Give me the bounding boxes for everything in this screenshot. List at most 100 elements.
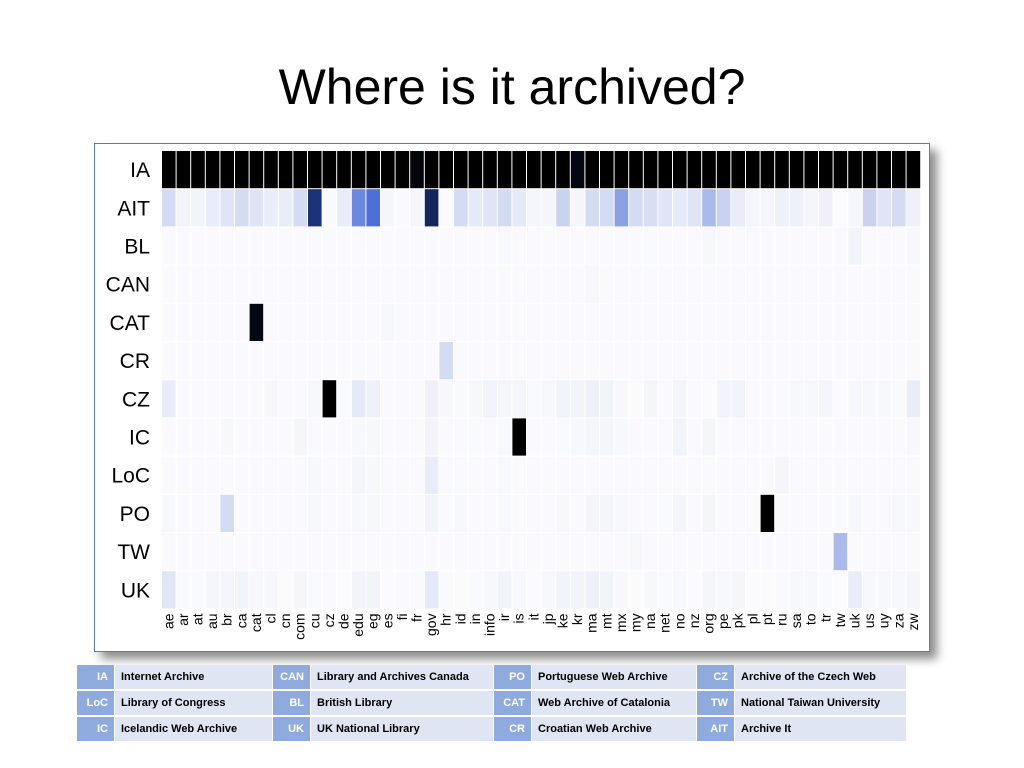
row-label: UK <box>121 579 150 602</box>
column-label: pt <box>759 613 775 625</box>
column-label: ae <box>160 613 176 629</box>
heatmap-cell <box>395 189 410 227</box>
heatmap-cell <box>439 418 453 456</box>
column-label: mt <box>598 613 614 629</box>
heatmap-cell <box>351 494 366 532</box>
heatmap-cell <box>570 189 585 227</box>
heatmap-cell <box>527 303 541 341</box>
heatmap-cell <box>278 151 293 189</box>
heatmap-cell <box>527 151 541 189</box>
heatmap-cell <box>614 342 629 380</box>
heatmap-cell <box>775 418 789 456</box>
heatmap-cell <box>760 533 775 571</box>
heatmap-cell <box>906 571 921 609</box>
heatmap-cell <box>527 189 541 227</box>
heatmap-cell <box>658 456 672 494</box>
heatmap-cell <box>395 533 410 571</box>
heatmap-cell <box>366 533 380 571</box>
heatmap-cell <box>162 265 176 303</box>
heatmap-cell <box>804 265 818 303</box>
heatmap-cell <box>454 456 468 494</box>
heatmap-cell <box>381 418 395 456</box>
heatmap-cell <box>716 571 731 609</box>
heatmap-cell <box>205 303 220 341</box>
heatmap-cell <box>848 342 862 380</box>
heatmap-cell <box>570 303 585 341</box>
heatmap-cell <box>658 265 672 303</box>
column-label: id <box>452 613 468 624</box>
heatmap-cell <box>512 265 526 303</box>
heatmap-cell <box>424 265 439 303</box>
heatmap-cell <box>614 189 629 227</box>
heatmap-cell <box>205 227 220 265</box>
heatmap-cell <box>512 494 526 532</box>
heatmap-cell <box>410 189 424 227</box>
heatmap-cell <box>614 265 629 303</box>
heatmap-cell <box>220 494 234 532</box>
heatmap-cell <box>454 265 468 303</box>
heatmap-cell <box>819 151 833 189</box>
heatmap-cell <box>848 303 862 341</box>
heatmap-cell <box>556 265 570 303</box>
heatmap-cell <box>556 533 570 571</box>
heatmap-cell <box>454 533 468 571</box>
heatmap-cell <box>862 380 877 418</box>
heatmap-cell <box>468 494 483 532</box>
heatmap-cell <box>381 456 395 494</box>
heatmap-cell <box>833 151 848 189</box>
heatmap-cell <box>468 342 483 380</box>
heatmap-cell <box>629 380 643 418</box>
heatmap-cell <box>322 533 337 571</box>
heatmap-cell <box>308 456 322 494</box>
heatmap-cell <box>673 418 687 456</box>
heatmap-cell <box>220 380 234 418</box>
heatmap-cell <box>775 342 789 380</box>
legend-code: CAT <box>494 691 532 717</box>
heatmap-cell <box>848 227 862 265</box>
heatmap-cell <box>614 494 629 532</box>
column-label: de <box>336 613 352 629</box>
heatmap-cell <box>337 265 351 303</box>
heatmap-cell <box>862 151 877 189</box>
heatmap-cell <box>381 342 395 380</box>
heatmap-cell <box>512 227 526 265</box>
heatmap-cell <box>366 380 380 418</box>
heatmap-cell <box>176 380 191 418</box>
heatmap-cell <box>483 533 497 571</box>
heatmap-cell <box>278 494 293 532</box>
heatmap-cell <box>789 189 804 227</box>
heatmap-cell <box>395 265 410 303</box>
heatmap-cell <box>483 303 497 341</box>
heatmap-cell <box>702 494 716 532</box>
heatmap-cell <box>892 533 906 571</box>
heatmap-cell <box>468 151 483 189</box>
heatmap-cell <box>746 227 760 265</box>
heatmap-cell <box>191 342 205 380</box>
heatmap-cell <box>410 533 424 571</box>
heatmap-cell <box>716 456 731 494</box>
heatmap-cell <box>702 189 716 227</box>
heatmap-cell <box>351 151 366 189</box>
heatmap-cell <box>731 380 745 418</box>
legend-code: LoC <box>77 691 115 717</box>
heatmap-cell <box>162 533 176 571</box>
heatmap-cell <box>497 380 512 418</box>
heatmap-cell <box>278 380 293 418</box>
heatmap-cell <box>395 342 410 380</box>
heatmap-cell <box>862 303 877 341</box>
heatmap-cell <box>337 227 351 265</box>
heatmap-cell <box>687 533 702 571</box>
heatmap-cell <box>716 303 731 341</box>
heatmap-cell <box>512 189 526 227</box>
heatmap-cell <box>600 189 614 227</box>
heatmap-cell <box>760 227 775 265</box>
heatmap-cell <box>716 265 731 303</box>
column-label: na <box>642 613 658 629</box>
heatmap-cell <box>541 342 556 380</box>
heatmap-cell <box>819 456 833 494</box>
heatmap-cell <box>249 151 264 189</box>
heatmap-cell <box>381 571 395 609</box>
heatmap-cell <box>541 189 556 227</box>
heatmap-cell <box>556 151 570 189</box>
heatmap-cell <box>337 494 351 532</box>
